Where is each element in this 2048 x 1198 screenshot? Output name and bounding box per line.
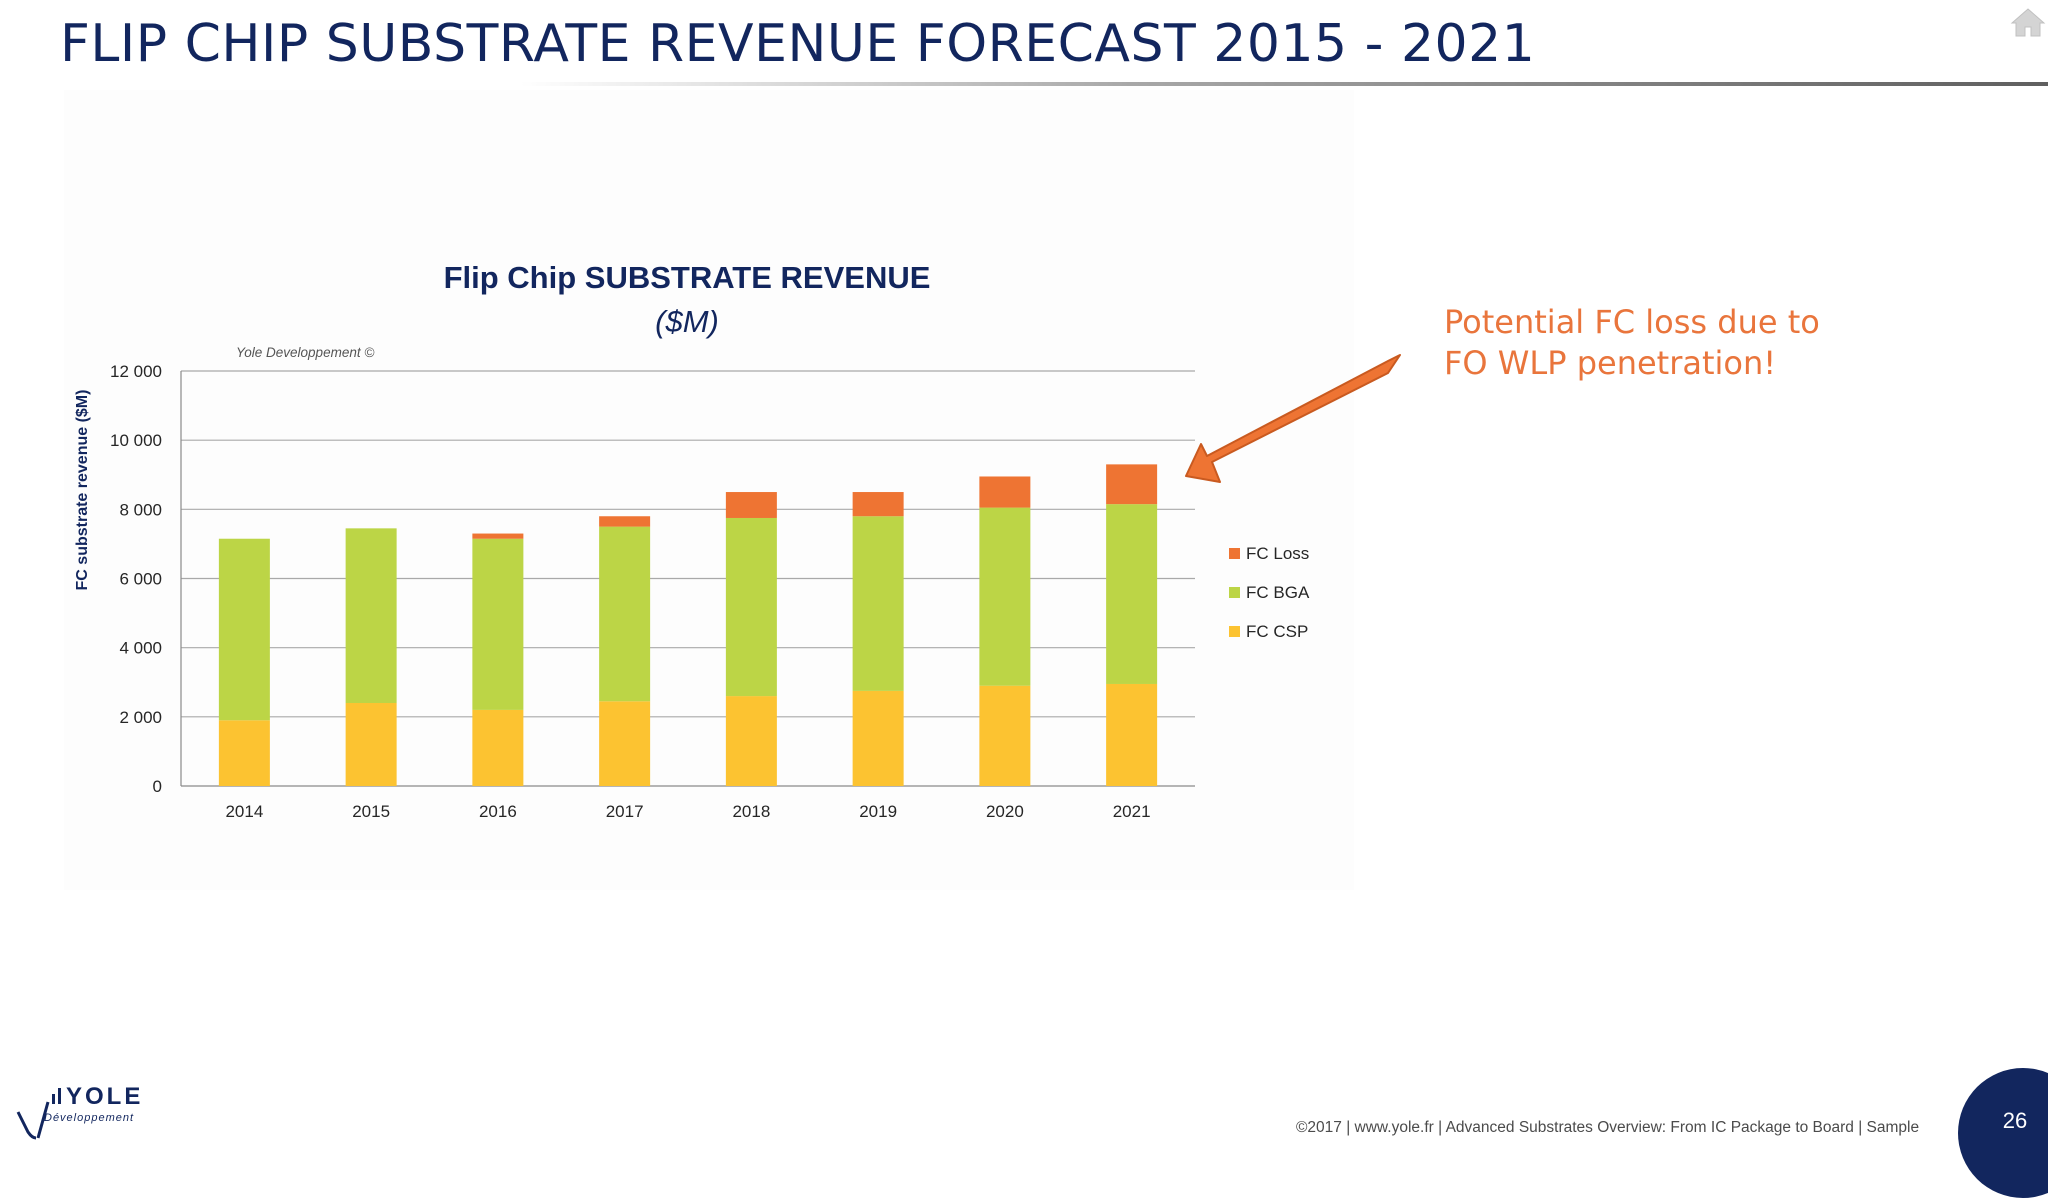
bar-fc-csp-2018 <box>725 696 777 786</box>
x-tick-label: 2019 <box>859 802 897 821</box>
logo-name: YOLE <box>66 1083 143 1110</box>
bar-fc-bga-2016 <box>472 538 524 710</box>
legend-swatch <box>1229 548 1240 559</box>
x-tick-label: 2014 <box>225 802 263 821</box>
bar-fc-loss-2018 <box>725 492 777 518</box>
bar-fc-bga-2018 <box>725 517 777 697</box>
legend-swatch <box>1229 626 1240 637</box>
chart-annotation: Potential FC loss due to FO WLP penetrat… <box>1444 303 1820 382</box>
chart-title: Flip Chip SUBSTRATE REVENUE <box>444 260 931 295</box>
x-tick-label: 2015 <box>352 802 390 821</box>
legend-label: FC BGA <box>1246 583 1310 602</box>
y-axis-label: FC substrate revenue ($M) <box>74 390 91 591</box>
bar-fc-csp-2014 <box>218 720 270 786</box>
bar-fc-csp-2020 <box>979 685 1031 786</box>
chart-container: Flip Chip SUBSTRATE REVENUE ($M) Yole De… <box>64 90 1354 890</box>
y-tick-label: 6 000 <box>119 570 162 589</box>
legend-label: FC Loss <box>1246 544 1309 563</box>
stacked-bar-chart: Flip Chip SUBSTRATE REVENUE ($M) Yole De… <box>74 260 1310 821</box>
x-tick-label: 2016 <box>479 802 517 821</box>
y-tick-label: 2 000 <box>119 708 162 727</box>
bar-fc-csp-2015 <box>345 703 397 786</box>
bar-fc-csp-2019 <box>852 690 904 786</box>
y-tick-label: 4 000 <box>119 639 162 658</box>
bar-fc-bga-2021 <box>1106 504 1158 684</box>
bar-fc-loss-2019 <box>852 492 904 517</box>
bar-fc-loss-2017 <box>599 516 651 527</box>
slide-footer: ©2017 | www.yole.fr | Advanced Substrate… <box>1296 1119 1920 1136</box>
bar-fc-bga-2019 <box>852 516 904 691</box>
yole-logo[interactable]: YOLE Développement <box>14 1074 164 1144</box>
bar-fc-loss-2021 <box>1106 464 1158 505</box>
x-tick-label: 2018 <box>732 802 770 821</box>
bar-fc-loss-2016 <box>472 533 524 539</box>
legend-label: FC CSP <box>1246 622 1308 641</box>
x-tick-label: 2017 <box>606 802 644 821</box>
bar-fc-bga-2014 <box>218 538 270 721</box>
bar-fc-csp-2016 <box>472 709 524 786</box>
y-tick-label: 12 000 <box>110 362 162 381</box>
home-icon[interactable] <box>2010 6 2046 38</box>
bar-fc-bga-2017 <box>599 526 651 702</box>
bar-fc-csp-2017 <box>599 701 651 786</box>
y-tick-label: 8 000 <box>119 500 162 519</box>
bar-fc-loss-2020 <box>979 476 1031 508</box>
bar-fc-bga-2020 <box>979 507 1031 686</box>
page-number: 26 <box>2002 1108 2028 1133</box>
chart-watermark: Yole Developpement © <box>236 345 374 360</box>
bar-fc-bga-2015 <box>345 528 397 703</box>
legend-swatch <box>1229 587 1240 598</box>
bar-fc-csp-2021 <box>1106 683 1158 786</box>
y-tick-label: 10 000 <box>110 431 162 450</box>
x-tick-label: 2021 <box>1113 802 1151 821</box>
slide-title: FLIP CHIP SUBSTRATE REVENUE FORECAST 201… <box>60 14 1536 74</box>
logo-subtitle: Développement <box>44 1112 134 1124</box>
chart-subtitle: ($M) <box>655 304 719 339</box>
x-tick-label: 2020 <box>986 802 1024 821</box>
y-tick-label: 0 <box>153 777 162 796</box>
title-divider <box>520 82 2048 86</box>
